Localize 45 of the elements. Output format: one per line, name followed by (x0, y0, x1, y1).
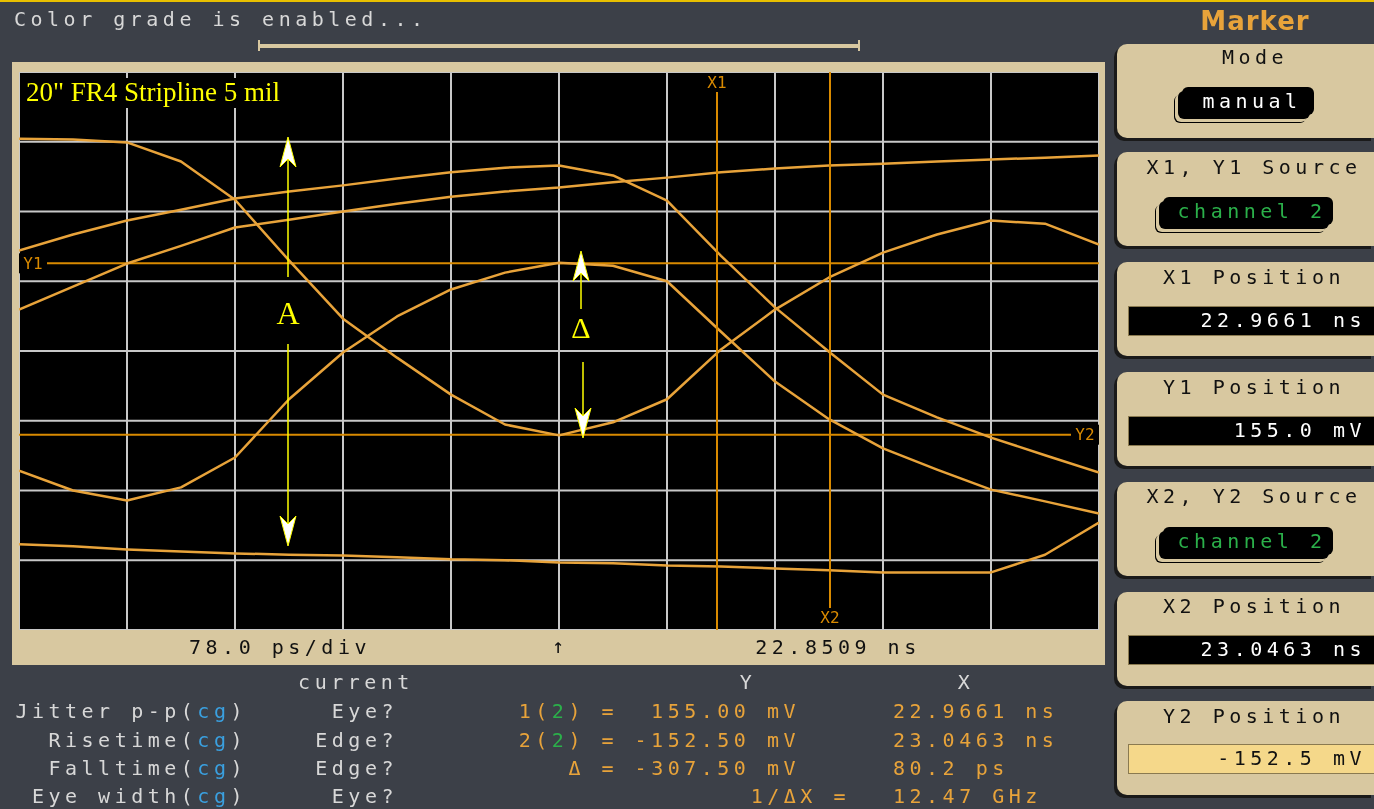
text: 22.9661 ns (1200, 308, 1366, 332)
text: 23.0463 ns (893, 728, 1059, 752)
text: -152.5 mV (1217, 746, 1366, 770)
text: Y (739, 670, 757, 694)
text: Risetime(cg) (48, 728, 247, 752)
ref-line-label: Y2 (1075, 425, 1095, 445)
text: Mode (1221, 45, 1289, 69)
text: Eye? (331, 699, 398, 723)
text: 23.0463 ns (1200, 637, 1366, 661)
text: X2 (818, 608, 842, 627)
text: 22.8509 ns (755, 635, 921, 659)
text: channel 2 (1177, 529, 1327, 553)
text: 12.47 GHz (893, 784, 1042, 808)
ref-line-label: Y1 (23, 253, 43, 273)
text: X2, Y2 Source (1146, 484, 1362, 508)
annotation: A (276, 295, 300, 331)
text: Edge? (315, 756, 398, 780)
text: Eye? (331, 784, 398, 808)
text: Color grade is enabled... (14, 7, 428, 31)
text: ↑ (551, 634, 565, 658)
text: manual (1202, 89, 1302, 113)
text: Δ = -307.50 mV (568, 756, 800, 780)
text: Marker (1200, 6, 1310, 36)
annotation: Δ (571, 311, 591, 344)
text: Edge? (315, 728, 398, 752)
text: 78.0 ps/div (189, 635, 371, 659)
text: 1(2) = 155.00 mV (518, 699, 800, 723)
text: Y1 Position (1163, 375, 1345, 399)
text: channel 2 (1177, 199, 1327, 223)
text: Jitter p-p(cg) (15, 699, 247, 723)
text: current (298, 670, 414, 694)
text: 22.9661 ns (893, 699, 1059, 723)
text: X (957, 670, 975, 694)
text: Y2 Position (1163, 704, 1345, 728)
text: X1 (705, 73, 729, 92)
text: X1 Position (1163, 265, 1345, 289)
text: X2 Position (1163, 594, 1345, 618)
text: 155.0 mV (1233, 418, 1366, 442)
text: 1/ΔX = (750, 784, 850, 808)
text: 80.2 ps (893, 756, 1009, 780)
text: 2(2) = -152.50 mV (518, 728, 800, 752)
text: Eye width(cg) (31, 784, 247, 808)
chart-title: 20" FR4 Stripline 5 mil (23, 77, 284, 108)
text: X1, Y1 Source (1146, 155, 1362, 179)
text: Falltime(cg) (48, 756, 247, 780)
